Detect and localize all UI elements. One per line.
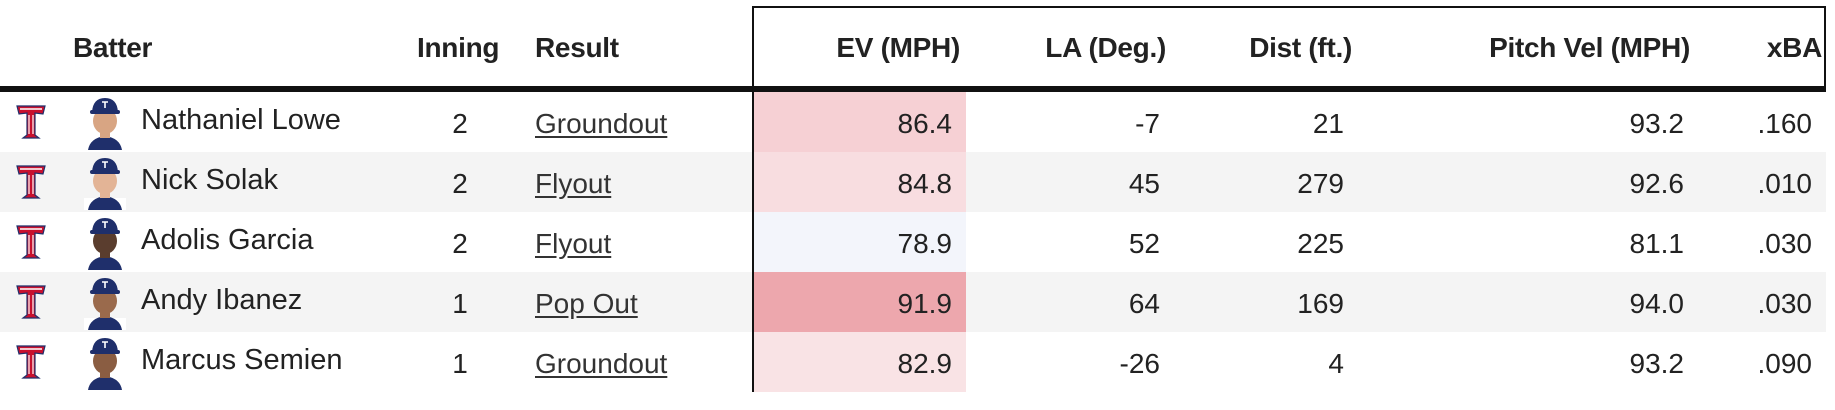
inning-value: 1: [452, 288, 468, 319]
ev-heat-cell: [754, 272, 966, 332]
batter-name: Marcus Semien: [141, 344, 343, 376]
xba-value: .010: [1757, 168, 1813, 199]
result-link[interactable]: Groundout: [535, 108, 668, 139]
batter-name: Andy Ibanez: [141, 284, 303, 316]
header-result[interactable]: Result: [535, 32, 619, 63]
player-avatar: [84, 274, 126, 330]
xba-value: .160: [1757, 108, 1813, 139]
ev-heat-cell: [754, 212, 966, 272]
player-avatar: [84, 334, 126, 390]
la-value: -26: [1119, 348, 1160, 379]
inning-value: 1: [452, 348, 468, 379]
pitch-vel-value: 92.6: [1629, 168, 1685, 199]
player-avatar: [84, 94, 126, 150]
result-link[interactable]: Flyout: [535, 228, 612, 259]
player-avatar: [84, 154, 126, 210]
dist-value: 169: [1297, 288, 1344, 319]
header-la[interactable]: LA (Deg.): [1045, 32, 1166, 63]
ev-heat-cell: [754, 332, 966, 392]
team-logo-icon: [14, 342, 48, 382]
xba-value: .030: [1757, 228, 1813, 259]
ev-value: 91.9: [897, 288, 953, 319]
batter-name: Nathaniel Lowe: [141, 104, 341, 136]
ev-value: 86.4: [897, 108, 953, 139]
header-rule: [0, 86, 1826, 92]
team-logo-icon: [14, 222, 48, 262]
header-dist[interactable]: Dist (ft.): [1249, 32, 1352, 63]
dist-value: 225: [1297, 228, 1344, 259]
stat-group-top-border: [752, 6, 1826, 8]
result-link[interactable]: Groundout: [535, 348, 668, 379]
ev-heat-cell: [754, 152, 966, 212]
player-avatar: [84, 214, 126, 270]
inning-value: 2: [452, 108, 468, 139]
xba-value: .030: [1757, 288, 1813, 319]
pitch-vel-value: 94.0: [1629, 288, 1685, 319]
team-logo-icon: [14, 102, 48, 142]
team-logo-icon: [14, 162, 48, 202]
stat-group-left-border: [752, 6, 754, 86]
header-ev[interactable]: EV (MPH): [836, 32, 960, 63]
la-value: 52: [1128, 228, 1160, 259]
table-row[interactable]: Andy Ibanez 1 Pop Out 91.9 64 169 94.0 .030: [0, 272, 1826, 332]
xba-value: .090: [1757, 348, 1813, 379]
ev-value: 84.8: [897, 168, 953, 199]
batter-name: Nick Solak: [141, 164, 278, 196]
la-value: 64: [1128, 288, 1160, 319]
dist-value: 4: [1328, 348, 1344, 379]
stat-group-divider: [752, 92, 754, 392]
result-link[interactable]: Flyout: [535, 168, 612, 199]
table-row[interactable]: Adolis Garcia 2 Flyout 78.9 52 225 81.1 .030: [0, 212, 1826, 272]
inning-value: 2: [452, 168, 468, 199]
table-row[interactable]: Nathaniel Lowe 2 Groundout 86.4 -7 21 93.2 .160: [0, 92, 1826, 152]
ev-value: 82.9: [897, 348, 953, 379]
header-batter[interactable]: Batter: [73, 32, 153, 63]
la-value: -7: [1135, 108, 1160, 139]
inning-value: 2: [452, 228, 468, 259]
header-xba[interactable]: xBA: [1766, 32, 1822, 63]
ev-heat-cell: [754, 92, 966, 152]
pitch-vel-value: 93.2: [1629, 348, 1685, 379]
header-pitch-vel[interactable]: Pitch Vel (MPH): [1489, 32, 1690, 63]
ev-value: 78.9: [897, 228, 953, 259]
dist-value: 21: [1312, 108, 1344, 139]
pitch-vel-value: 81.1: [1629, 228, 1685, 259]
result-link[interactable]: Pop Out: [535, 288, 638, 319]
stat-group-right-border: [1824, 6, 1826, 86]
la-value: 45: [1128, 168, 1160, 199]
header-inning[interactable]: Inning: [417, 32, 500, 63]
table-row[interactable]: Nick Solak 2 Flyout 84.8 45 279 92.6 .010: [0, 152, 1826, 212]
batter-name: Adolis Garcia: [141, 224, 314, 256]
table-row[interactable]: Marcus Semien 1 Groundout 82.9 -26 4 93.2 .090: [0, 332, 1826, 392]
team-logo-icon: [14, 282, 48, 322]
pitch-vel-value: 93.2: [1629, 108, 1685, 139]
dist-value: 279: [1297, 168, 1344, 199]
